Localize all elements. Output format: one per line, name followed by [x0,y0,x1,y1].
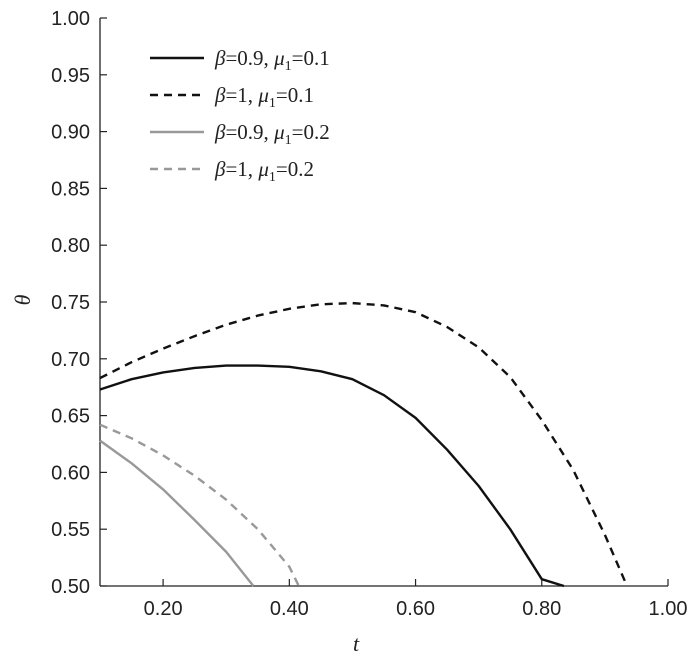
legend-label-3: β=0.9, μ1=0.2 [214,120,330,148]
x-tick-label: 0.60 [396,598,435,620]
x-tick-label: 0.40 [270,598,309,620]
y-tick-label: 0.80 [51,235,90,257]
x-tick-label: 0.20 [144,598,183,620]
y-axis: 0.50 0.55 0.60 0.65 0.70 0.75 0.80 0.85 0.90 0.95… [51,8,107,598]
x-tick-label: 0.80 [522,598,561,620]
y-tick-label: 1.00 [51,8,90,30]
legend: β=0.9, μ1=0.1 β=1, μ1=0.1 β=0.9, μ1=0.2 β=1… [150,46,330,185]
series-line-4 [99,423,300,587]
x-tick-label: 1.00 [649,598,688,620]
y-tick-label: 0.95 [51,65,90,87]
y-tick-label: 0.70 [51,349,90,371]
y-tick-label: 0.75 [51,292,90,314]
y-tick-label: 0.90 [51,122,90,144]
legend-label-4: β=1, μ1=0.2 [214,157,314,185]
plot-area [99,18,668,587]
y-tick-label: 0.65 [51,406,90,428]
series-line-3 [99,439,255,587]
x-axis: 0.20 0.40 0.60 0.80 1.00 [144,579,688,620]
y-tick-label: 0.50 [51,576,90,598]
series-layer [99,301,629,588]
series-line-1 [99,364,565,588]
y-tick-label: 0.85 [51,178,90,200]
legend-label-1: β=0.9, μ1=0.1 [214,46,330,74]
legend-label-2: β=1, μ1=0.1 [214,83,314,111]
y-tick-label: 0.60 [51,462,90,484]
series-line-2 [99,301,629,587]
y-tick-label: 0.55 [51,519,90,541]
y-axis-title: θ [10,294,35,305]
x-axis-title: t [353,631,360,656]
